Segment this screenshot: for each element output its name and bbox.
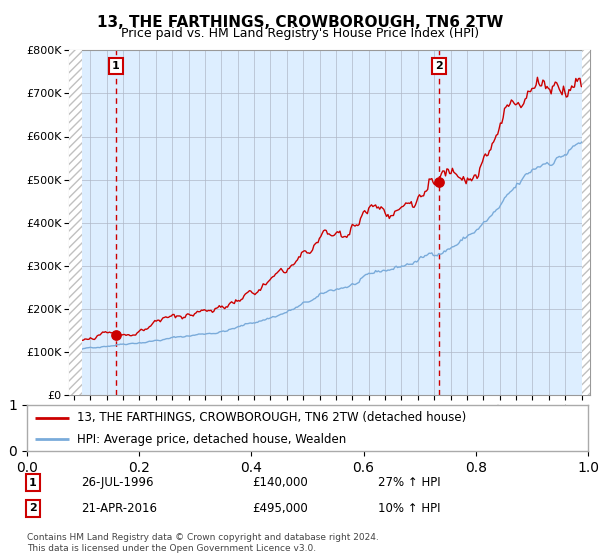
Text: Contains HM Land Registry data © Crown copyright and database right 2024.
This d: Contains HM Land Registry data © Crown c… — [27, 533, 379, 553]
Text: 26-JUL-1996: 26-JUL-1996 — [81, 476, 154, 489]
Bar — [581, 50, 590, 395]
Text: Price paid vs. HM Land Registry's House Price Index (HPI): Price paid vs. HM Land Registry's House … — [121, 27, 479, 40]
Text: 1: 1 — [112, 61, 120, 71]
Text: 21-APR-2016: 21-APR-2016 — [81, 502, 157, 515]
Bar — [69, 50, 82, 395]
Point — [434, 177, 444, 186]
Text: £495,000: £495,000 — [252, 502, 308, 515]
Text: 2: 2 — [29, 503, 37, 514]
Text: £140,000: £140,000 — [252, 476, 308, 489]
Text: 10% ↑ HPI: 10% ↑ HPI — [378, 502, 440, 515]
Bar — [69, 50, 82, 395]
Bar — [581, 50, 590, 395]
Point — [111, 330, 121, 339]
Text: 1: 1 — [29, 478, 37, 488]
Text: HPI: Average price, detached house, Wealden: HPI: Average price, detached house, Weal… — [77, 433, 347, 446]
Text: 2: 2 — [435, 61, 443, 71]
Text: 27% ↑ HPI: 27% ↑ HPI — [378, 476, 440, 489]
Text: 13, THE FARTHINGS, CROWBOROUGH, TN6 2TW: 13, THE FARTHINGS, CROWBOROUGH, TN6 2TW — [97, 15, 503, 30]
Text: 13, THE FARTHINGS, CROWBOROUGH, TN6 2TW (detached house): 13, THE FARTHINGS, CROWBOROUGH, TN6 2TW … — [77, 411, 467, 424]
